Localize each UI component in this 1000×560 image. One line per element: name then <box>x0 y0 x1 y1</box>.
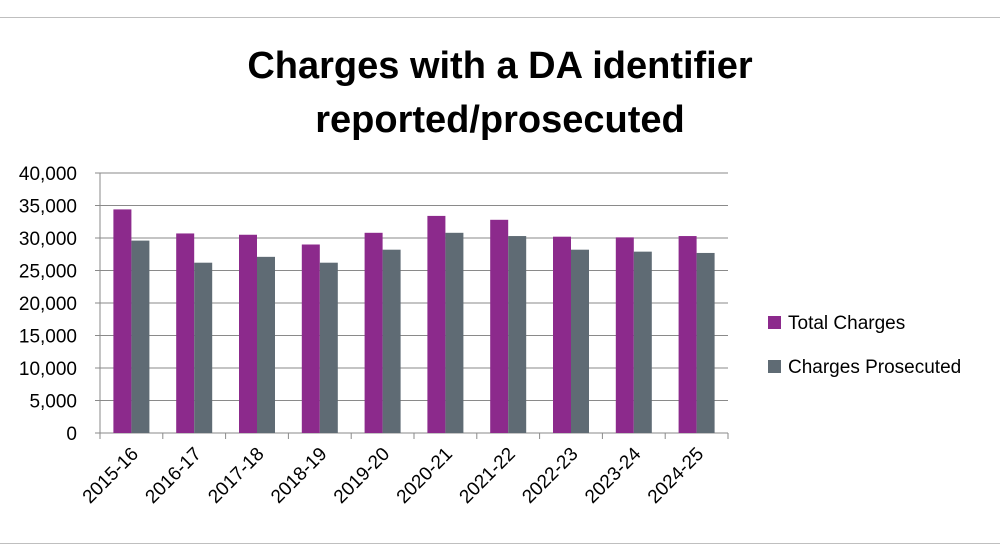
bar-total-charges <box>678 236 697 433</box>
bar-charges-prosecuted <box>633 251 652 433</box>
chart-title-line-1: Charges with a DA identifier <box>247 45 753 87</box>
y-tick-label: 35,000 <box>19 197 77 218</box>
bar-charges-prosecuted <box>131 240 150 433</box>
x-tick-label: 2020-21 <box>393 444 457 508</box>
bars <box>113 209 715 433</box>
top-border <box>0 17 1000 18</box>
y-tick-label: 20,000 <box>19 294 77 315</box>
bar-charges-prosecuted <box>319 262 338 433</box>
bar-charges-prosecuted <box>571 249 589 433</box>
y-tick-label: 40,000 <box>19 164 77 185</box>
x-tick-labels: 2015-162016-172017-182018-192019-202020-… <box>79 443 708 507</box>
y-tick-label: 5,000 <box>29 392 77 413</box>
y-tick-label: 30,000 <box>19 229 77 250</box>
y-tick-label: 15,000 <box>19 327 77 348</box>
x-tick-label: 2024-25 <box>644 444 708 508</box>
bar-charges-prosecuted <box>508 236 527 433</box>
y-tick-labels: 0 5,000 10,000 15,000 20,000 25,000 30,000 35,0… <box>19 164 77 445</box>
bar-total-charges <box>427 215 446 433</box>
bar-charges-prosecuted <box>696 252 715 433</box>
bar-total-charges <box>490 219 509 433</box>
chart-title-line-2: reported/prosecuted <box>315 99 685 141</box>
bottom-border <box>0 543 1000 544</box>
x-tick-label: 2015-16 <box>79 444 143 508</box>
x-tick-label: 2017-18 <box>204 444 268 508</box>
bar-total-charges <box>364 232 383 433</box>
x-tick-label: 2022-23 <box>518 444 582 508</box>
legend-label-charges-prosecuted: Charges Prosecuted <box>788 357 961 378</box>
legend-swatch-charges-prosecuted <box>768 360 781 373</box>
bar-total-charges <box>113 209 132 433</box>
legend-label-total-charges: Total Charges <box>788 313 905 334</box>
x-tick-label: 2016-17 <box>142 444 206 508</box>
x-tick-label: 2018-19 <box>267 444 331 508</box>
bar-charges-prosecuted <box>445 232 464 433</box>
bar-total-charges <box>176 233 195 433</box>
y-tick-label: 0 <box>66 424 77 445</box>
bar-charges-prosecuted <box>257 256 275 433</box>
x-tick-label: 2019-20 <box>330 444 394 508</box>
x-tick-label: 2021-22 <box>456 444 520 508</box>
legend-swatch-total-charges <box>768 316 781 329</box>
bar-total-charges <box>615 237 634 433</box>
bar-total-charges <box>301 244 320 433</box>
x-tick-label: 2023-24 <box>581 443 645 507</box>
bar-total-charges <box>239 234 257 433</box>
y-tick-label: 10,000 <box>19 359 77 380</box>
y-tick-label: 25,000 <box>19 262 77 283</box>
legend: Total Charges Charges Prosecuted <box>768 313 961 378</box>
bar-charges-prosecuted <box>194 262 213 433</box>
bar-charges-prosecuted <box>382 249 401 433</box>
bar-total-charges <box>553 236 571 433</box>
